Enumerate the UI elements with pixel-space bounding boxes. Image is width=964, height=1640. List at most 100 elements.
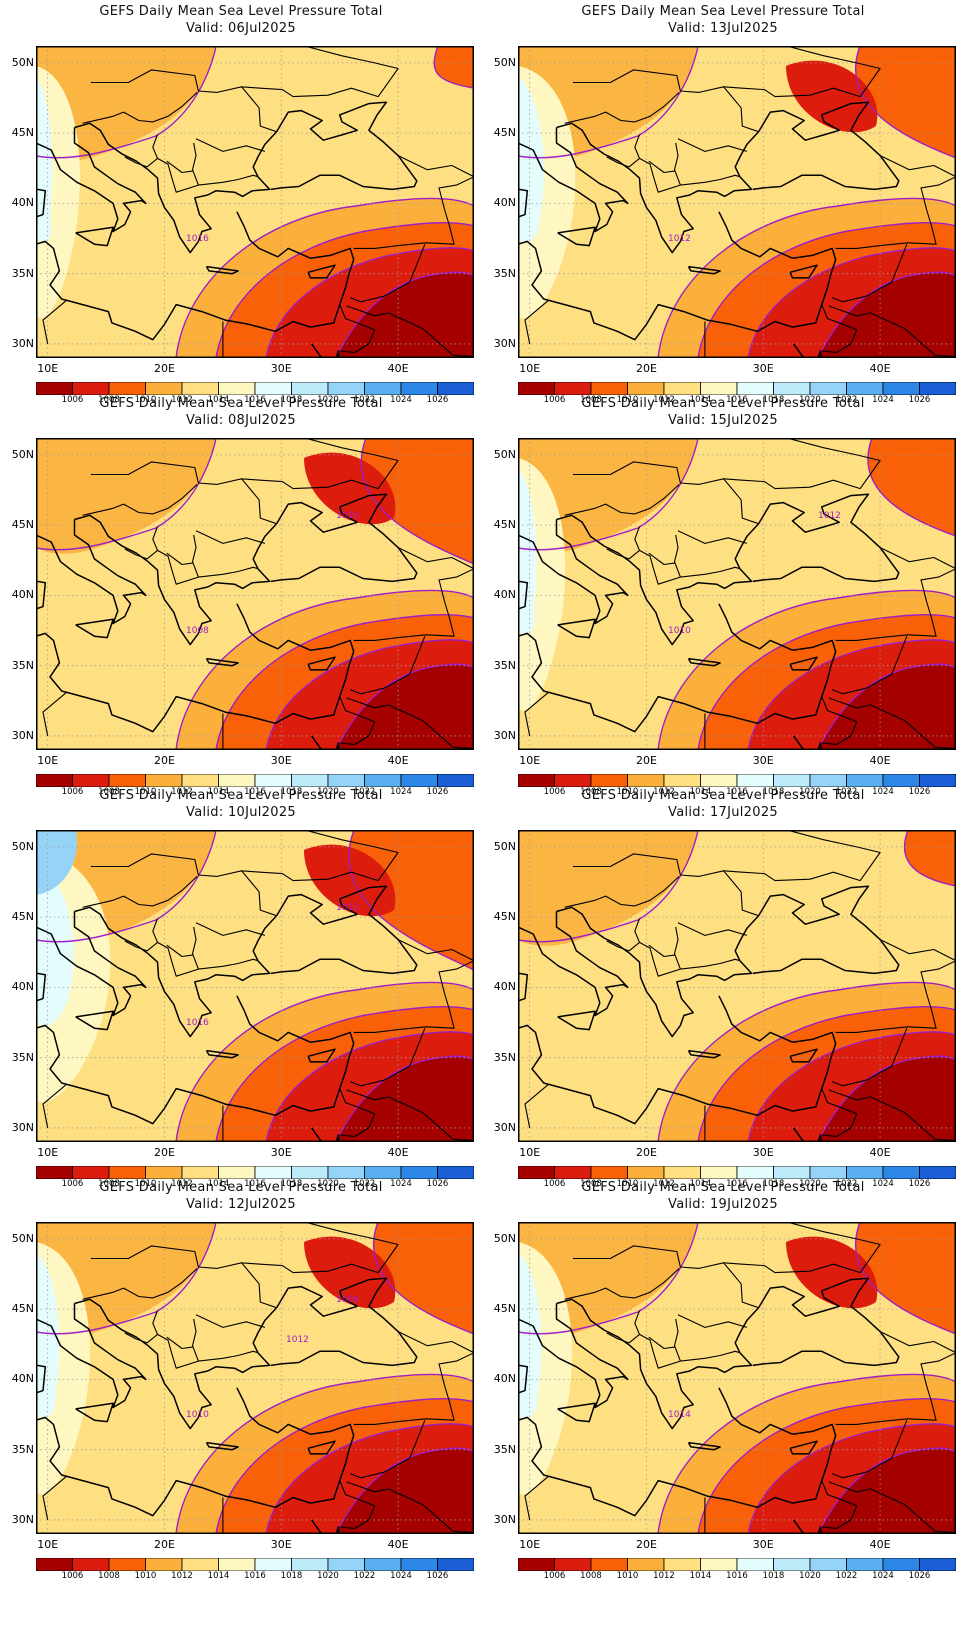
colorbar-swatch [809, 1557, 847, 1572]
coastline [205, 1441, 239, 1451]
country-border [572, 830, 881, 882]
pressure-area-1006 [818, 664, 956, 750]
colorbar-label: 1022 [835, 1179, 858, 1189]
lon-tick-label: 30E [752, 1146, 774, 1159]
map-panel: GEFS Daily Mean Sea Level Pressure Total… [482, 392, 964, 802]
map-title: GEFS Daily Mean Sea Level Pressure Total [581, 788, 865, 803]
country-border [821, 696, 858, 745]
isobar-line [36, 830, 217, 943]
isobar-line [335, 663, 474, 750]
colorbar [517, 1164, 957, 1180]
country-border [191, 926, 199, 970]
country-border [831, 1027, 908, 1087]
pressure-map: 1010 1012 [518, 438, 956, 750]
coastline [307, 1440, 336, 1455]
pressure-area-1018 [518, 76, 544, 242]
country-border [835, 568, 956, 641]
colorbar-label: 1006 [543, 1571, 566, 1581]
map-frame [36, 830, 474, 1142]
pressure-area-1006 [336, 1056, 474, 1142]
isobar-line [518, 830, 699, 943]
isobar-line [518, 46, 699, 159]
isobar-line [817, 271, 956, 358]
country-border [42, 1475, 67, 1521]
lat-tick-label: 30N [11, 336, 34, 350]
country-border [353, 1352, 474, 1425]
valid-date: Valid: 06Jul2025 [186, 21, 296, 36]
isobar-line [372, 1222, 474, 1335]
lon-tick-label: 20E [153, 1146, 175, 1159]
map-frame [36, 438, 474, 750]
country-border [677, 1314, 748, 1328]
country-border [241, 478, 277, 525]
lat-tick-label: 45N [493, 910, 516, 924]
colorbar-label: 1020 [799, 395, 821, 405]
country-border [634, 918, 741, 977]
lon-tick-label: 30E [270, 754, 292, 767]
colorbar [517, 1556, 957, 1572]
colorbar-label: 1026 [908, 1571, 931, 1581]
lon-tick-label: 10E [519, 1146, 541, 1159]
colorbar-label: 1020 [799, 1179, 821, 1189]
colorbar-label: 1018 [762, 787, 785, 797]
isobar-line [175, 589, 474, 750]
isobar-label: 1012 [336, 903, 359, 913]
colorbar-label: 1016 [244, 1571, 266, 1581]
valid-date: Valid: 08Jul2025 [186, 413, 296, 428]
country-border [346, 1089, 474, 1142]
isobar-line [854, 46, 956, 159]
lon-tick-label: 10E [519, 1538, 541, 1551]
lat-tick-label: 40N [11, 980, 34, 994]
country-border [677, 922, 748, 936]
pressure-area-1010 [855, 46, 956, 158]
coastline [518, 188, 529, 218]
isobar-line [518, 1222, 699, 1335]
country-border [606, 548, 640, 560]
colorbar-label: 1024 [872, 1179, 894, 1189]
colorbar-label: 1026 [426, 1571, 449, 1581]
map-title: GEFS Daily Mean Sea Level Pressure Total [581, 4, 865, 19]
isobar-line [36, 1222, 217, 1335]
country-border [42, 299, 67, 345]
country-border [673, 926, 681, 970]
lat-tick-label: 50N [493, 447, 516, 461]
coastline [518, 580, 529, 610]
coastline [518, 1364, 529, 1394]
country-border [42, 1083, 67, 1129]
colorbar-label: 1012 [653, 1179, 675, 1189]
lon-tick-label: 40E [869, 1538, 891, 1551]
lat-tick-label: 45N [493, 1302, 516, 1316]
lat-tick-label: 45N [11, 910, 34, 924]
lon-tick-label: 30E [752, 1538, 774, 1551]
colorbar-swatch [400, 1557, 438, 1572]
colorbar-label: 1012 [653, 1571, 675, 1581]
colorbar-swatch [327, 1557, 365, 1572]
country-border [90, 438, 399, 490]
map-frame [36, 1222, 474, 1534]
colorbar-label: 1008 [580, 395, 602, 405]
country-border [339, 1480, 376, 1529]
country-border [82, 875, 198, 908]
colorbar [517, 772, 957, 788]
lat-tick-label: 50N [11, 839, 34, 853]
lat-tick-label: 50N [11, 1231, 34, 1245]
coastline [36, 1387, 355, 1517]
country-border [82, 483, 198, 516]
coastline [687, 265, 721, 275]
coastline [687, 1049, 721, 1059]
map-frame [36, 46, 474, 358]
isobar-line [360, 438, 474, 565]
coastline [518, 995, 837, 1125]
country-border [879, 547, 956, 570]
lat-tick-label: 40N [493, 588, 516, 602]
lon-tick-label: 20E [635, 754, 657, 767]
pressure-map: 1016 1012 [36, 830, 474, 1142]
colorbar-label: 1010 [134, 787, 157, 797]
country-border [241, 1262, 277, 1309]
colorbar-label: 1010 [134, 1571, 157, 1581]
colorbar-label: 1020 [317, 1179, 339, 1189]
colorbar-label: 1018 [280, 395, 303, 405]
colorbar-swatch [145, 1557, 183, 1572]
coastline [205, 657, 239, 667]
country-border [572, 438, 881, 490]
